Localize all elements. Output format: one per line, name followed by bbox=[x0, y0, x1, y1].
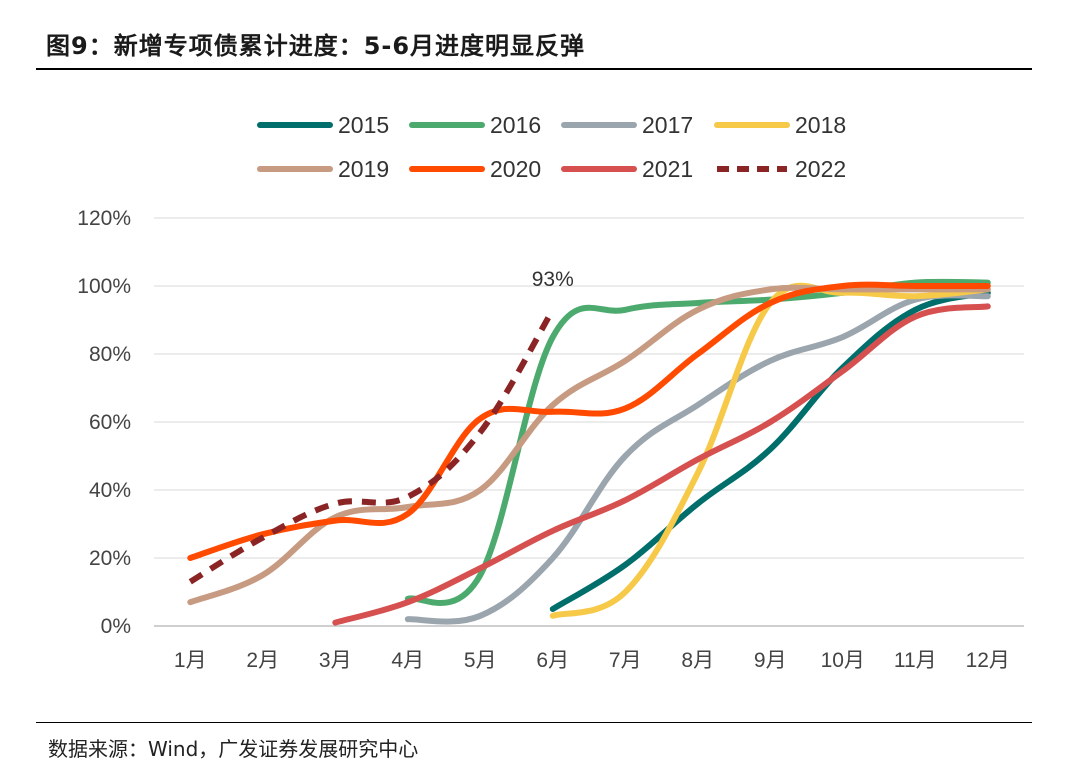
chart-legend: 2015 2016 2017 2018 2019 2020 2021 2022 bbox=[257, 112, 846, 182]
title-divider bbox=[36, 68, 1032, 70]
legend-label-2022: 2022 bbox=[795, 156, 846, 182]
x-tick-label: 2月 bbox=[246, 649, 279, 672]
legend-label-2019: 2019 bbox=[338, 156, 389, 182]
y-tick-label: 120% bbox=[77, 207, 131, 230]
series-line-2019 bbox=[187, 284, 991, 606]
source-note: 数据来源：Wind，广发证券发展研究中心 bbox=[48, 737, 419, 761]
y-tick-label: 60% bbox=[89, 411, 131, 434]
y-axis-ticks: 0% 20% 40% 60% 80% 100% 120% bbox=[77, 207, 131, 638]
x-tick-label: 1月 bbox=[174, 649, 207, 672]
x-tick-label: 11月 bbox=[894, 649, 937, 672]
x-tick-label: 4月 bbox=[391, 649, 424, 672]
chart-gridlines bbox=[154, 217, 1024, 627]
x-tick-label: 7月 bbox=[609, 649, 642, 672]
x-tick-label: 6月 bbox=[536, 649, 569, 672]
series-line-2017 bbox=[404, 292, 991, 625]
y-tick-label: 20% bbox=[89, 547, 131, 570]
x-axis-ticks: 1月 2月 3月 4月 5月 6月 7月 8月 9月 10月 11月 12月 bbox=[174, 649, 1010, 672]
series-line-2016 bbox=[404, 278, 991, 606]
legend-label-2020: 2020 bbox=[490, 156, 541, 182]
x-tick-label: 10月 bbox=[821, 649, 865, 672]
legend-label-2017: 2017 bbox=[642, 112, 693, 138]
series-line-2018 bbox=[549, 282, 991, 619]
line-chart: 2015 2016 2017 2018 2019 2020 2021 2022 0% 20% 40… bbox=[77, 112, 1024, 672]
figure-title: 图9：新增专项债累计进度：5-6月进度明显反弹 bbox=[46, 32, 586, 60]
series-line-2021 bbox=[332, 303, 991, 626]
chart-series bbox=[187, 278, 991, 626]
y-tick-label: 40% bbox=[89, 479, 131, 502]
annotation-label: 93% bbox=[532, 268, 574, 291]
chart-annotations: 93% bbox=[532, 268, 574, 291]
y-tick-label: 80% bbox=[89, 343, 131, 366]
legend-label-2016: 2016 bbox=[490, 112, 541, 138]
source-divider bbox=[36, 722, 1032, 723]
series-line-2015 bbox=[549, 289, 991, 612]
y-tick-label: 0% bbox=[101, 615, 131, 638]
y-tick-label: 100% bbox=[77, 275, 131, 298]
x-tick-label: 3月 bbox=[319, 649, 352, 672]
series-line-2022 bbox=[188, 308, 556, 585]
x-tick-label: 12月 bbox=[966, 649, 1010, 672]
x-tick-label: 8月 bbox=[681, 649, 714, 672]
legend-label-2015: 2015 bbox=[338, 112, 389, 138]
legend-label-2018: 2018 bbox=[795, 112, 846, 138]
x-tick-label: 9月 bbox=[754, 649, 787, 672]
series-line-2020 bbox=[187, 281, 991, 561]
x-tick-label: 5月 bbox=[464, 649, 497, 672]
legend-label-2021: 2021 bbox=[642, 156, 693, 182]
